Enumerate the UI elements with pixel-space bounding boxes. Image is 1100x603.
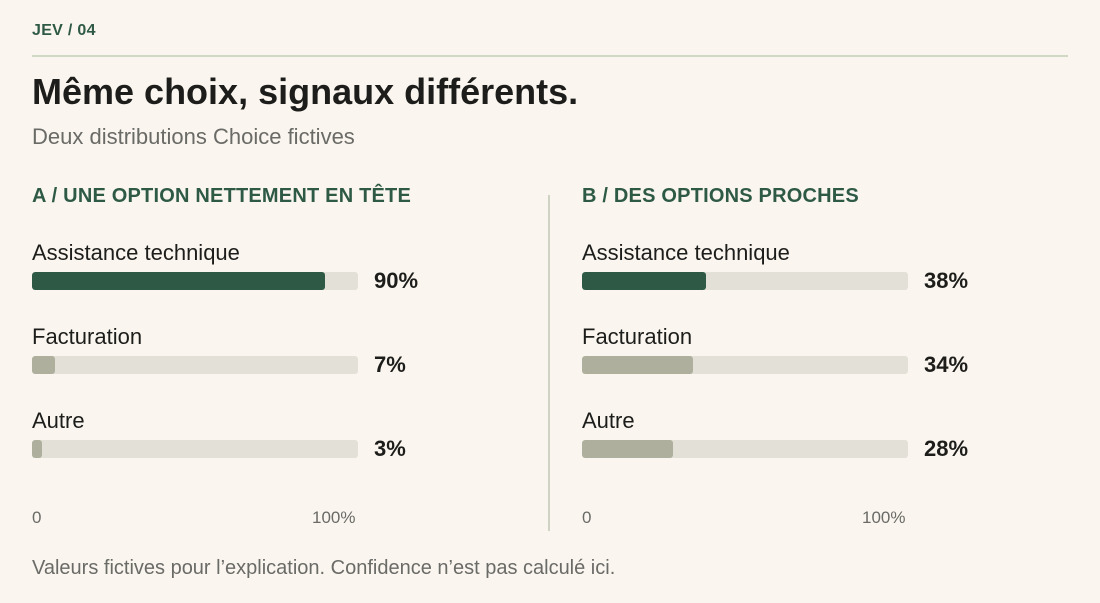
axis-min-label: 0 <box>582 508 592 527</box>
bar-value-label: 38% <box>924 268 969 293</box>
axis-min-label: 0 <box>32 508 42 527</box>
bar-value-label: 7% <box>374 352 406 377</box>
bar-value-label: 34% <box>924 352 969 377</box>
bar-row: Facturation 34% <box>582 324 1022 394</box>
bar-row: Facturation 7% <box>32 324 472 394</box>
bar <box>32 272 326 290</box>
panel-divider <box>548 195 550 531</box>
page-title: Même choix, signaux différents. <box>32 71 579 112</box>
bar-label: Autre <box>582 408 635 433</box>
bar <box>582 356 693 374</box>
bar-row: Assistance technique 38% <box>582 240 1022 310</box>
bar <box>582 272 706 290</box>
bar-track <box>32 440 358 458</box>
bar <box>582 440 674 458</box>
header-rule <box>32 55 1068 57</box>
bar-track <box>582 356 908 374</box>
chart-title: B / DES OPTIONS PROCHES <box>582 185 859 207</box>
bar-track <box>32 356 358 374</box>
bar-track <box>582 272 908 290</box>
bar-track <box>32 272 358 290</box>
bar-label: Facturation <box>582 324 693 349</box>
bar-label: Autre <box>32 408 85 433</box>
bar-track <box>582 440 908 458</box>
bar-row: Autre 28% <box>582 408 1022 478</box>
page-subtitle: Deux distributions Choice fictives <box>32 124 355 149</box>
chart-panel-b: B / DES OPTIONS PROCHES Assistance techn… <box>582 183 1022 543</box>
bar-row: Assistance technique 90% <box>32 240 472 310</box>
bar-label: Assistance technique <box>32 240 240 265</box>
axis-max-label: 100% <box>312 508 356 527</box>
chart-title: A / UNE OPTION NETTEMENT EN TÊTE <box>32 185 412 207</box>
bar <box>32 440 42 458</box>
bar-value-label: 3% <box>374 436 406 461</box>
bar-label: Assistance technique <box>582 240 790 265</box>
footnote: Valeurs fictives pour l’explication. Con… <box>32 557 616 579</box>
axis-max-label: 100% <box>862 508 906 527</box>
bar-label: Facturation <box>32 324 143 349</box>
bar-row: Autre 3% <box>32 408 472 478</box>
bar <box>32 356 55 374</box>
chart-panel-a: A / UNE OPTION NETTEMENT EN TÊTE Assista… <box>32 183 472 543</box>
bar-value-label: 90% <box>374 268 419 293</box>
kicker: JEV / 04 <box>32 22 96 39</box>
bar-value-label: 28% <box>924 436 969 461</box>
